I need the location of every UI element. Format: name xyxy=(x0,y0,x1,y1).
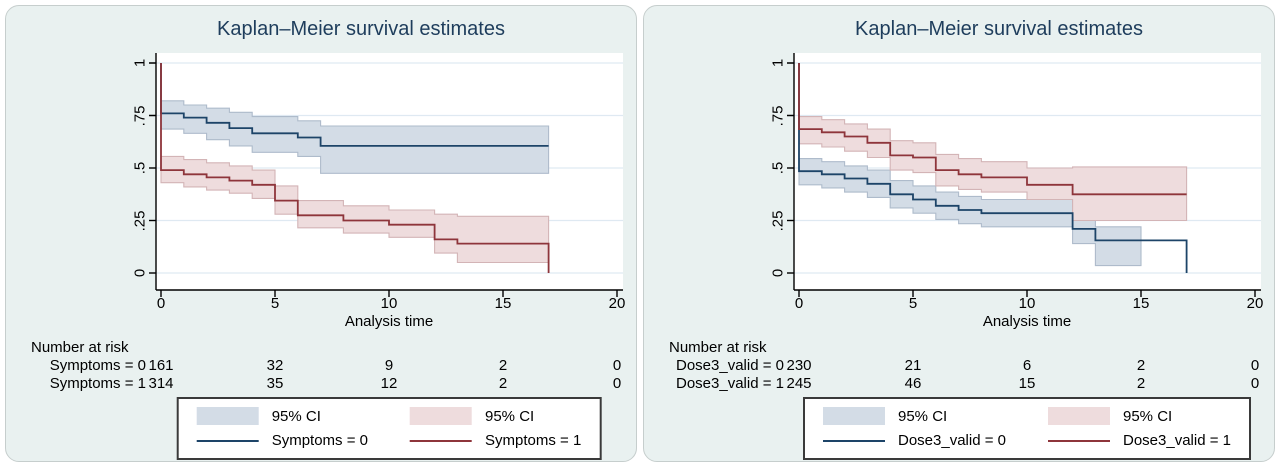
legend-item-ci-red: 95% CI xyxy=(1048,407,1231,425)
risk-value: 314 xyxy=(148,375,174,392)
y-tick-label: .5 xyxy=(131,161,149,175)
x-tick-label: 10 xyxy=(380,295,398,312)
y-tick-label: 0 xyxy=(131,268,149,278)
ci-band-swatch-blue xyxy=(196,407,259,425)
legend-item-ci-blue: 95% CI xyxy=(823,407,1006,425)
legend-label: Symptoms = 1 xyxy=(485,432,582,449)
y-tick-label: .25 xyxy=(769,210,787,231)
risk-value: 15 xyxy=(1018,375,1036,392)
x-tick-label: 20 xyxy=(1246,295,1264,312)
risk-value: 245 xyxy=(786,375,812,392)
x-tick-label: 15 xyxy=(494,295,512,312)
legend-item-ci-blue: 95% CI xyxy=(196,407,368,425)
risk-value: 9 xyxy=(384,357,394,374)
risk-value: 0 xyxy=(1250,375,1260,392)
x-tick-label: 0 xyxy=(156,295,166,312)
chart-title: Kaplan–Meier survival estimates xyxy=(217,18,505,40)
y-tick-label: .75 xyxy=(131,105,149,126)
legend-label: 95% CI xyxy=(898,407,948,425)
legend-item-series-1: Dose3_valid = 1 xyxy=(1048,432,1231,449)
line-swatch-red xyxy=(1048,439,1110,442)
risk-value: 35 xyxy=(266,375,284,392)
legend-label: Dose3_valid = 0 xyxy=(898,432,1006,449)
survival-line xyxy=(798,63,1188,273)
chart-title: Kaplan–Meier survival estimates xyxy=(855,18,1143,40)
legend-label: 95% CI xyxy=(485,407,535,425)
y-tick-label: 1 xyxy=(769,58,787,68)
legend-item-ci-red: 95% CI xyxy=(410,407,581,425)
risk-value: 0 xyxy=(1250,357,1260,374)
legend-label: 95% CI xyxy=(271,407,321,425)
ci-band xyxy=(160,100,550,174)
risk-row-label: Dose3_valid = 1 xyxy=(676,375,784,392)
km-panel-left: Kaplan–Meier survival estimates 0 .25 .5 .7… xyxy=(5,5,637,462)
risk-row-label: Symptoms = 1 xyxy=(49,375,146,392)
line-swatch-red xyxy=(410,439,472,442)
risk-value: 0 xyxy=(612,357,622,374)
x-tick-label: 15 xyxy=(1132,295,1150,312)
ci-band-swatch-red xyxy=(410,407,472,425)
risk-value: 2 xyxy=(498,375,508,392)
x-axis-label: Analysis time xyxy=(982,313,1072,330)
risk-value: 32 xyxy=(266,357,284,374)
x-tick-label: 5 xyxy=(270,295,280,312)
risk-value: 2 xyxy=(1136,375,1146,392)
x-tick-label: 20 xyxy=(608,295,626,312)
risk-value: 6 xyxy=(1022,357,1032,374)
y-tick-label: .75 xyxy=(769,105,787,126)
risk-value: 161 xyxy=(148,357,174,374)
risk-value: 0 xyxy=(612,375,622,392)
risk-value: 2 xyxy=(498,357,508,374)
risk-row-label: Dose3_valid = 0 xyxy=(676,357,784,374)
risk-value: 230 xyxy=(786,357,812,374)
risk-value: 46 xyxy=(904,375,922,392)
legend-label: 95% CI xyxy=(1123,407,1173,425)
line-swatch-navy xyxy=(196,439,259,442)
x-tick-label: 5 xyxy=(908,295,918,312)
survival-line xyxy=(798,63,1187,196)
km-plot-svg xyxy=(787,53,1261,297)
km-panel-right: Kaplan–Meier survival estimates 0 .25 .5 .7… xyxy=(643,5,1275,462)
risk-value: 2 xyxy=(1136,357,1146,374)
legend-box: 95% CI 95% CI Symptoms = 0 Symptoms = 1 xyxy=(176,397,602,460)
legend-box: 95% CI 95% CI Dose3_valid = 0 Dose3_vali… xyxy=(803,397,1251,460)
line-swatch-navy xyxy=(823,439,885,442)
y-tick-label: 1 xyxy=(131,58,149,68)
y-tick-label: .5 xyxy=(769,161,787,175)
x-tick-label: 10 xyxy=(1018,295,1036,312)
legend-item-series-0: Symptoms = 0 xyxy=(196,432,368,449)
y-tick-label: 0 xyxy=(769,268,787,278)
ci-band xyxy=(798,158,1142,267)
legend-label: Dose3_valid = 1 xyxy=(1123,432,1231,449)
ci-band-swatch-blue xyxy=(823,407,885,425)
risk-table-header: Number at risk xyxy=(669,339,767,356)
y-tick-label: .25 xyxy=(131,210,149,231)
risk-value: 12 xyxy=(380,375,398,392)
legend-label: Symptoms = 0 xyxy=(271,432,368,449)
risk-value: 21 xyxy=(904,357,922,374)
x-tick-label: 0 xyxy=(794,295,804,312)
legend-item-series-1: Symptoms = 1 xyxy=(410,432,581,449)
risk-table-header: Number at risk xyxy=(31,339,129,356)
legend-item-series-0: Dose3_valid = 0 xyxy=(823,432,1006,449)
risk-row-label: Symptoms = 0 xyxy=(49,357,146,374)
km-plot-svg xyxy=(149,53,623,297)
ci-band-swatch-red xyxy=(1048,407,1110,425)
survival-line xyxy=(160,63,549,147)
x-axis-label: Analysis time xyxy=(344,313,434,330)
survival-line xyxy=(160,63,550,273)
